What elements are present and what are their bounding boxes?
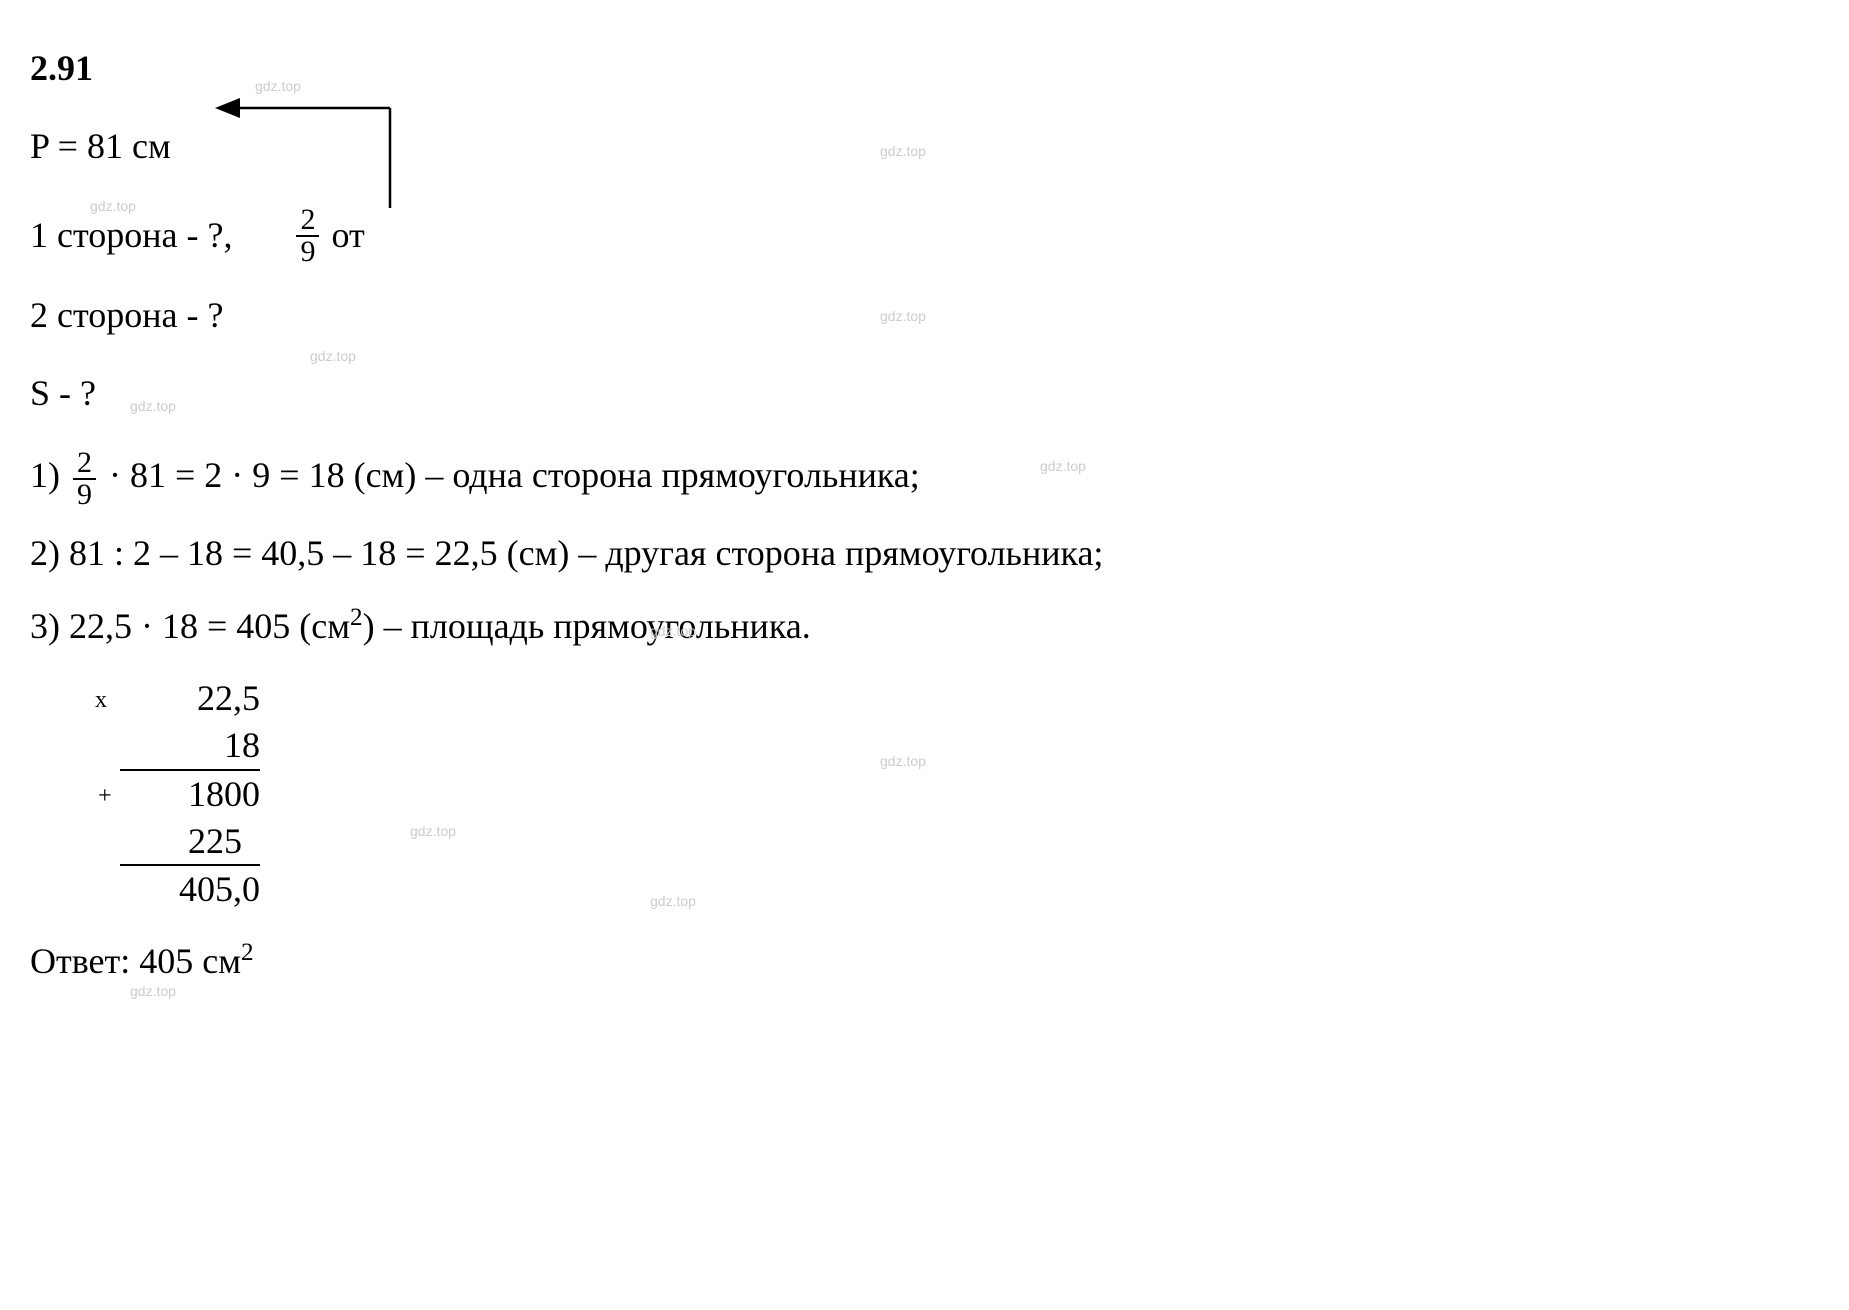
area-line: S - ? — [30, 365, 1819, 423]
step3: 3) 22,5 · 18 = 405 (см2) – площадь прямо… — [30, 598, 1819, 656]
step3-suffix: ) – площадь прямоугольника. — [363, 606, 811, 646]
step3-sup: 2 — [350, 604, 363, 631]
mult-row-1: х 22,5 — [120, 675, 260, 722]
step1-frac-num: 2 — [73, 448, 96, 480]
step2: 2) 81 : 2 – 18 = 40,5 – 18 = 22,5 (см) –… — [30, 525, 1819, 583]
side2-label: 2 сторона - ? — [30, 287, 223, 345]
mult-row-3: + 1800 — [120, 771, 260, 818]
mult-row-4: 225 — [120, 818, 260, 865]
answer-prefix: Ответ: 405 см — [30, 941, 241, 981]
mult-val-1: 22,5 — [197, 678, 260, 718]
arrow-indicator — [190, 58, 440, 218]
step1-prefix: 1) — [30, 455, 69, 495]
area-label: S - ? — [30, 365, 96, 423]
mult-val-3: 1800 — [188, 774, 260, 814]
mult-plus-sign: + — [98, 781, 112, 812]
step1-fraction: 2 9 — [73, 448, 96, 510]
mult-row-2: 18 — [120, 722, 260, 769]
step3-prefix: 3) 22,5 · 18 = 405 (см — [30, 606, 350, 646]
step1-frac-den: 9 — [73, 480, 96, 510]
mult-val-4: 225 — [188, 821, 260, 861]
step1: 1) 2 9 · 81 = 2 · 9 = 18 (см) – одна сто… — [30, 447, 1819, 510]
answer-sup: 2 — [241, 939, 254, 966]
mult-x-sign: х — [95, 685, 107, 716]
side2-line: 2 сторона - ? — [30, 287, 1819, 345]
multiplication-work: х 22,5 18 + 1800 225 405,0 — [120, 675, 1819, 913]
mult-row-5: 405,0 — [120, 866, 260, 913]
fraction-denominator: 9 — [296, 237, 319, 267]
step1-text: · 81 = 2 · 9 = 18 (см) – одна сторона пр… — [109, 455, 920, 495]
perimeter-label: P = 81 см — [30, 118, 171, 176]
content-wrapper: 2.91 P = 81 см 1 сторона - ?, 2 9 от — [30, 40, 1819, 991]
answer: Ответ: 405 см2 — [30, 933, 1819, 991]
